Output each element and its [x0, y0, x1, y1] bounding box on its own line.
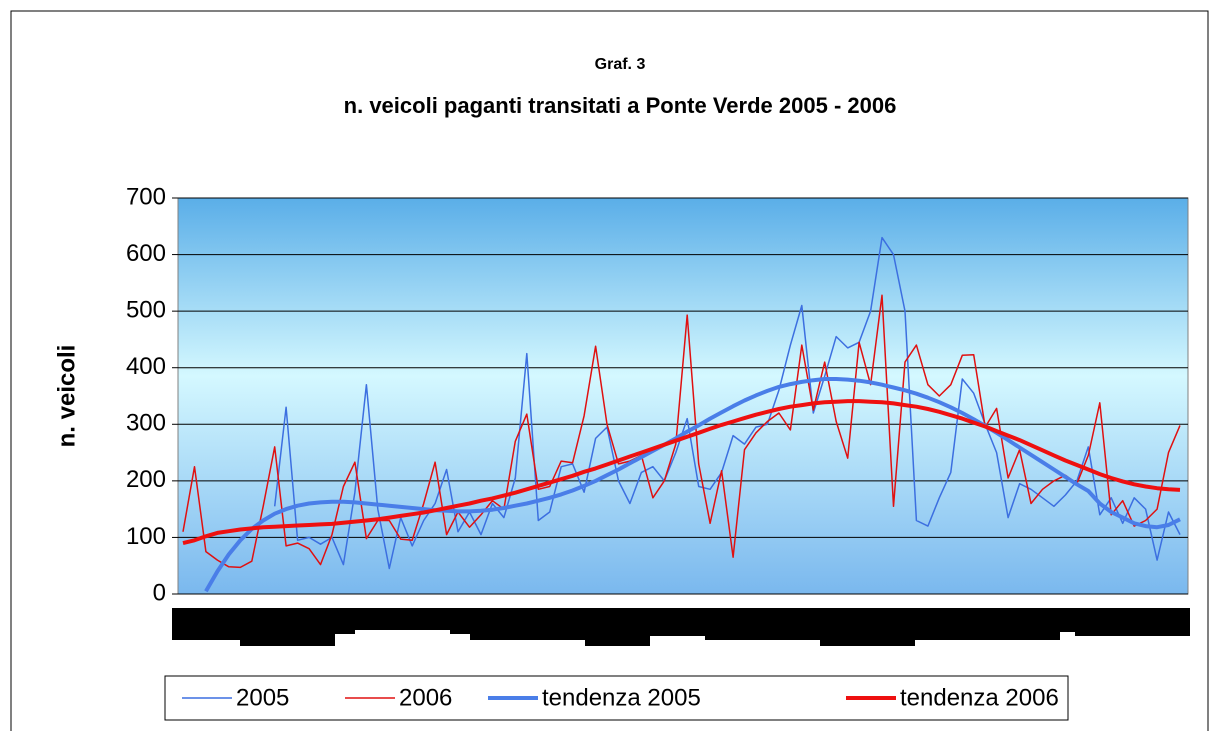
y-tick-label: 0	[153, 579, 166, 606]
series-line	[182, 294, 1181, 569]
series-line	[204, 377, 1181, 593]
y-tick-label: 700	[126, 183, 166, 210]
y-tick-label: 200	[126, 466, 166, 493]
x-labels-redacted	[172, 608, 1190, 646]
chart-title: Graf. 3	[595, 56, 646, 73]
chart-subtitle: n. veicoli paganti transitati a Ponte Ve…	[344, 93, 897, 118]
y-tick-label: 100	[126, 523, 166, 550]
y-tick-label: 400	[126, 353, 166, 380]
legend-label: 2006	[399, 684, 452, 711]
series-line	[273, 236, 1181, 570]
plot-area	[177, 197, 1189, 595]
y-tick-label: 500	[126, 296, 166, 323]
y-axis-label: n. veicoli	[53, 345, 80, 448]
series-line	[182, 399, 1181, 546]
legend-label: tendenza 2006	[900, 684, 1059, 711]
legend-label: 2005	[236, 684, 289, 711]
y-tick-label: 600	[126, 240, 166, 267]
frame	[10, 10, 1209, 731]
y-tick-label: 300	[126, 410, 166, 437]
legend	[164, 675, 1069, 721]
legend-label: tendenza 2005	[542, 684, 701, 711]
